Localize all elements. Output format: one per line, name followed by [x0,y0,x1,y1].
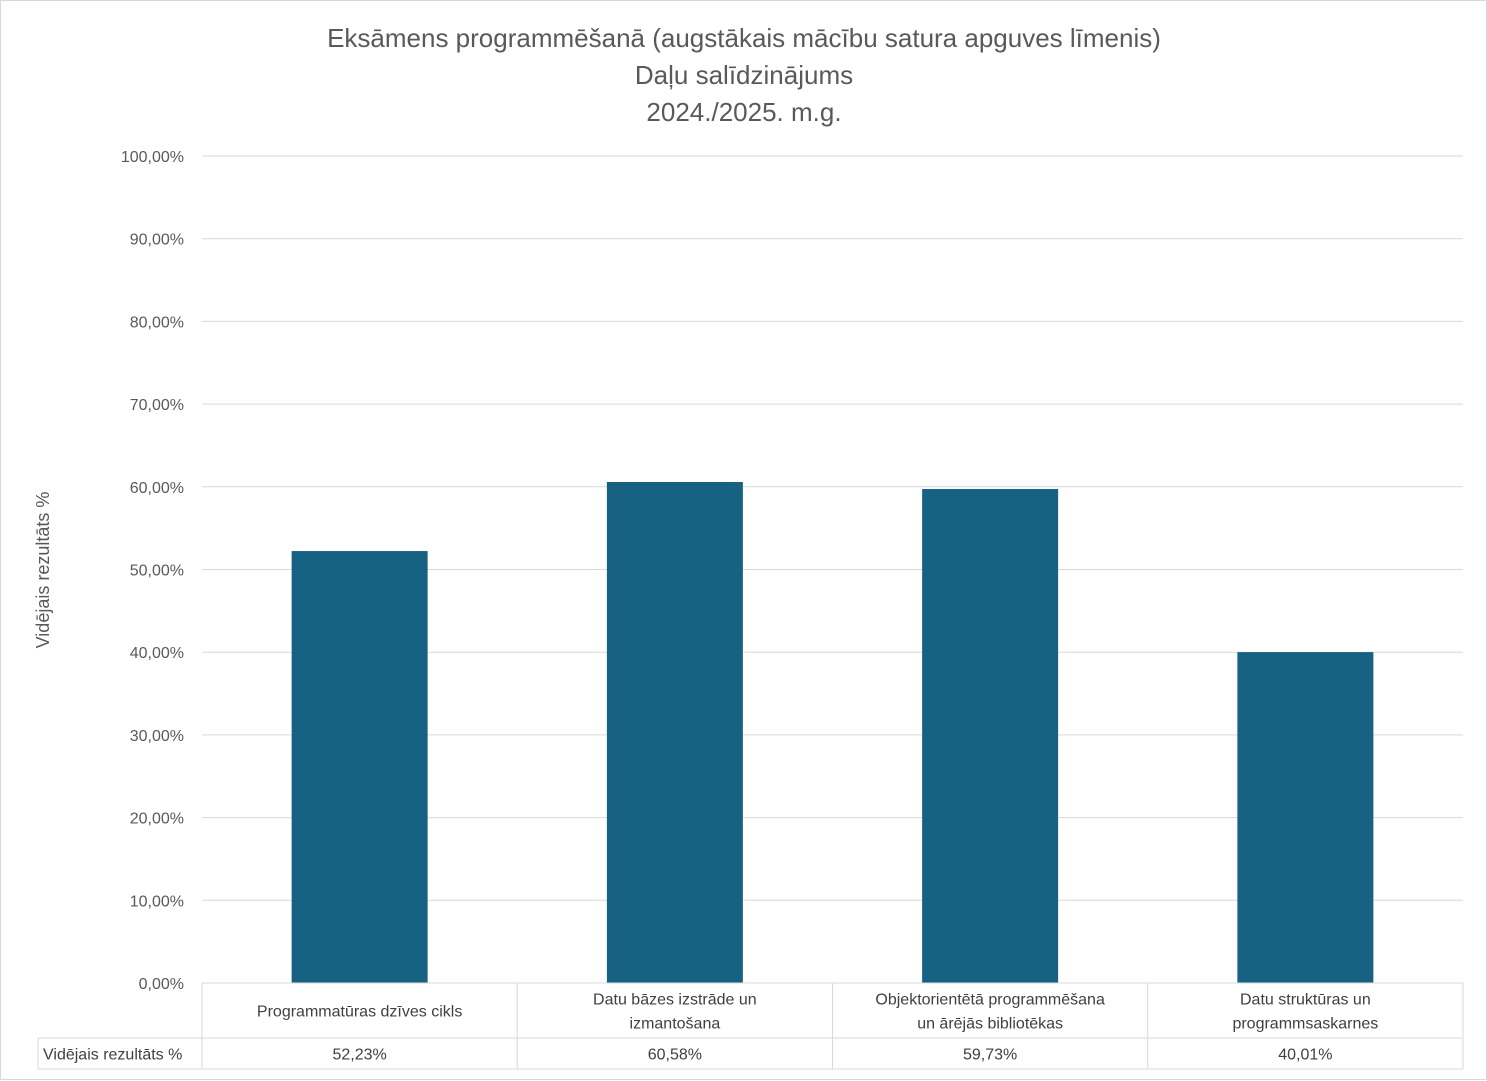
category-label-2: Datu bāzes izstrāde un izmantošana [593,992,757,1033]
table-value-2: 60,58% [648,1047,702,1064]
y-tick-label: 90,00% [130,232,184,249]
chart-title-line-3: 2024./2025. m.g. [646,97,841,127]
y-tick-label: 20,00% [130,811,184,828]
y-tick-label: 60,00% [130,480,184,497]
y-tick-label: 50,00% [130,563,184,580]
chart-title-line-2: Daļu salīdzinājums [635,60,853,90]
bar-2 [606,482,743,983]
y-tick-label: 10,00% [130,893,184,910]
category-label-3: Objektorientētā programmēšana un ārējās b… [875,992,1105,1033]
y-tick-label: 80,00% [130,314,184,331]
bar-4 [1237,652,1374,983]
bar-3 [922,489,1059,983]
y-tick-label: 100,00% [121,149,184,166]
table-value-1: 52,23% [332,1047,386,1064]
bar-1 [291,551,428,983]
category-label-1: Programmatūras dzīves cikls [257,1004,462,1021]
table-series-name: Vidējais rezultāts % [43,1047,182,1064]
table-value-3: 59,73% [963,1047,1017,1064]
y-tick-label: 0,00% [139,976,184,993]
y-tick-label: 40,00% [130,645,184,662]
table-value-4: 40,01% [1278,1047,1332,1064]
category-label-4: Datu struktūras un programmsaskarnes [1232,992,1378,1033]
chart-title-line-1: Eksāmens programmēšanā (augstākais mācīb… [327,23,1161,53]
y-tick-label: 30,00% [130,728,184,745]
y-tick-label: 70,00% [130,397,184,414]
y-axis-title: Vidējais rezultāts % [33,492,53,649]
